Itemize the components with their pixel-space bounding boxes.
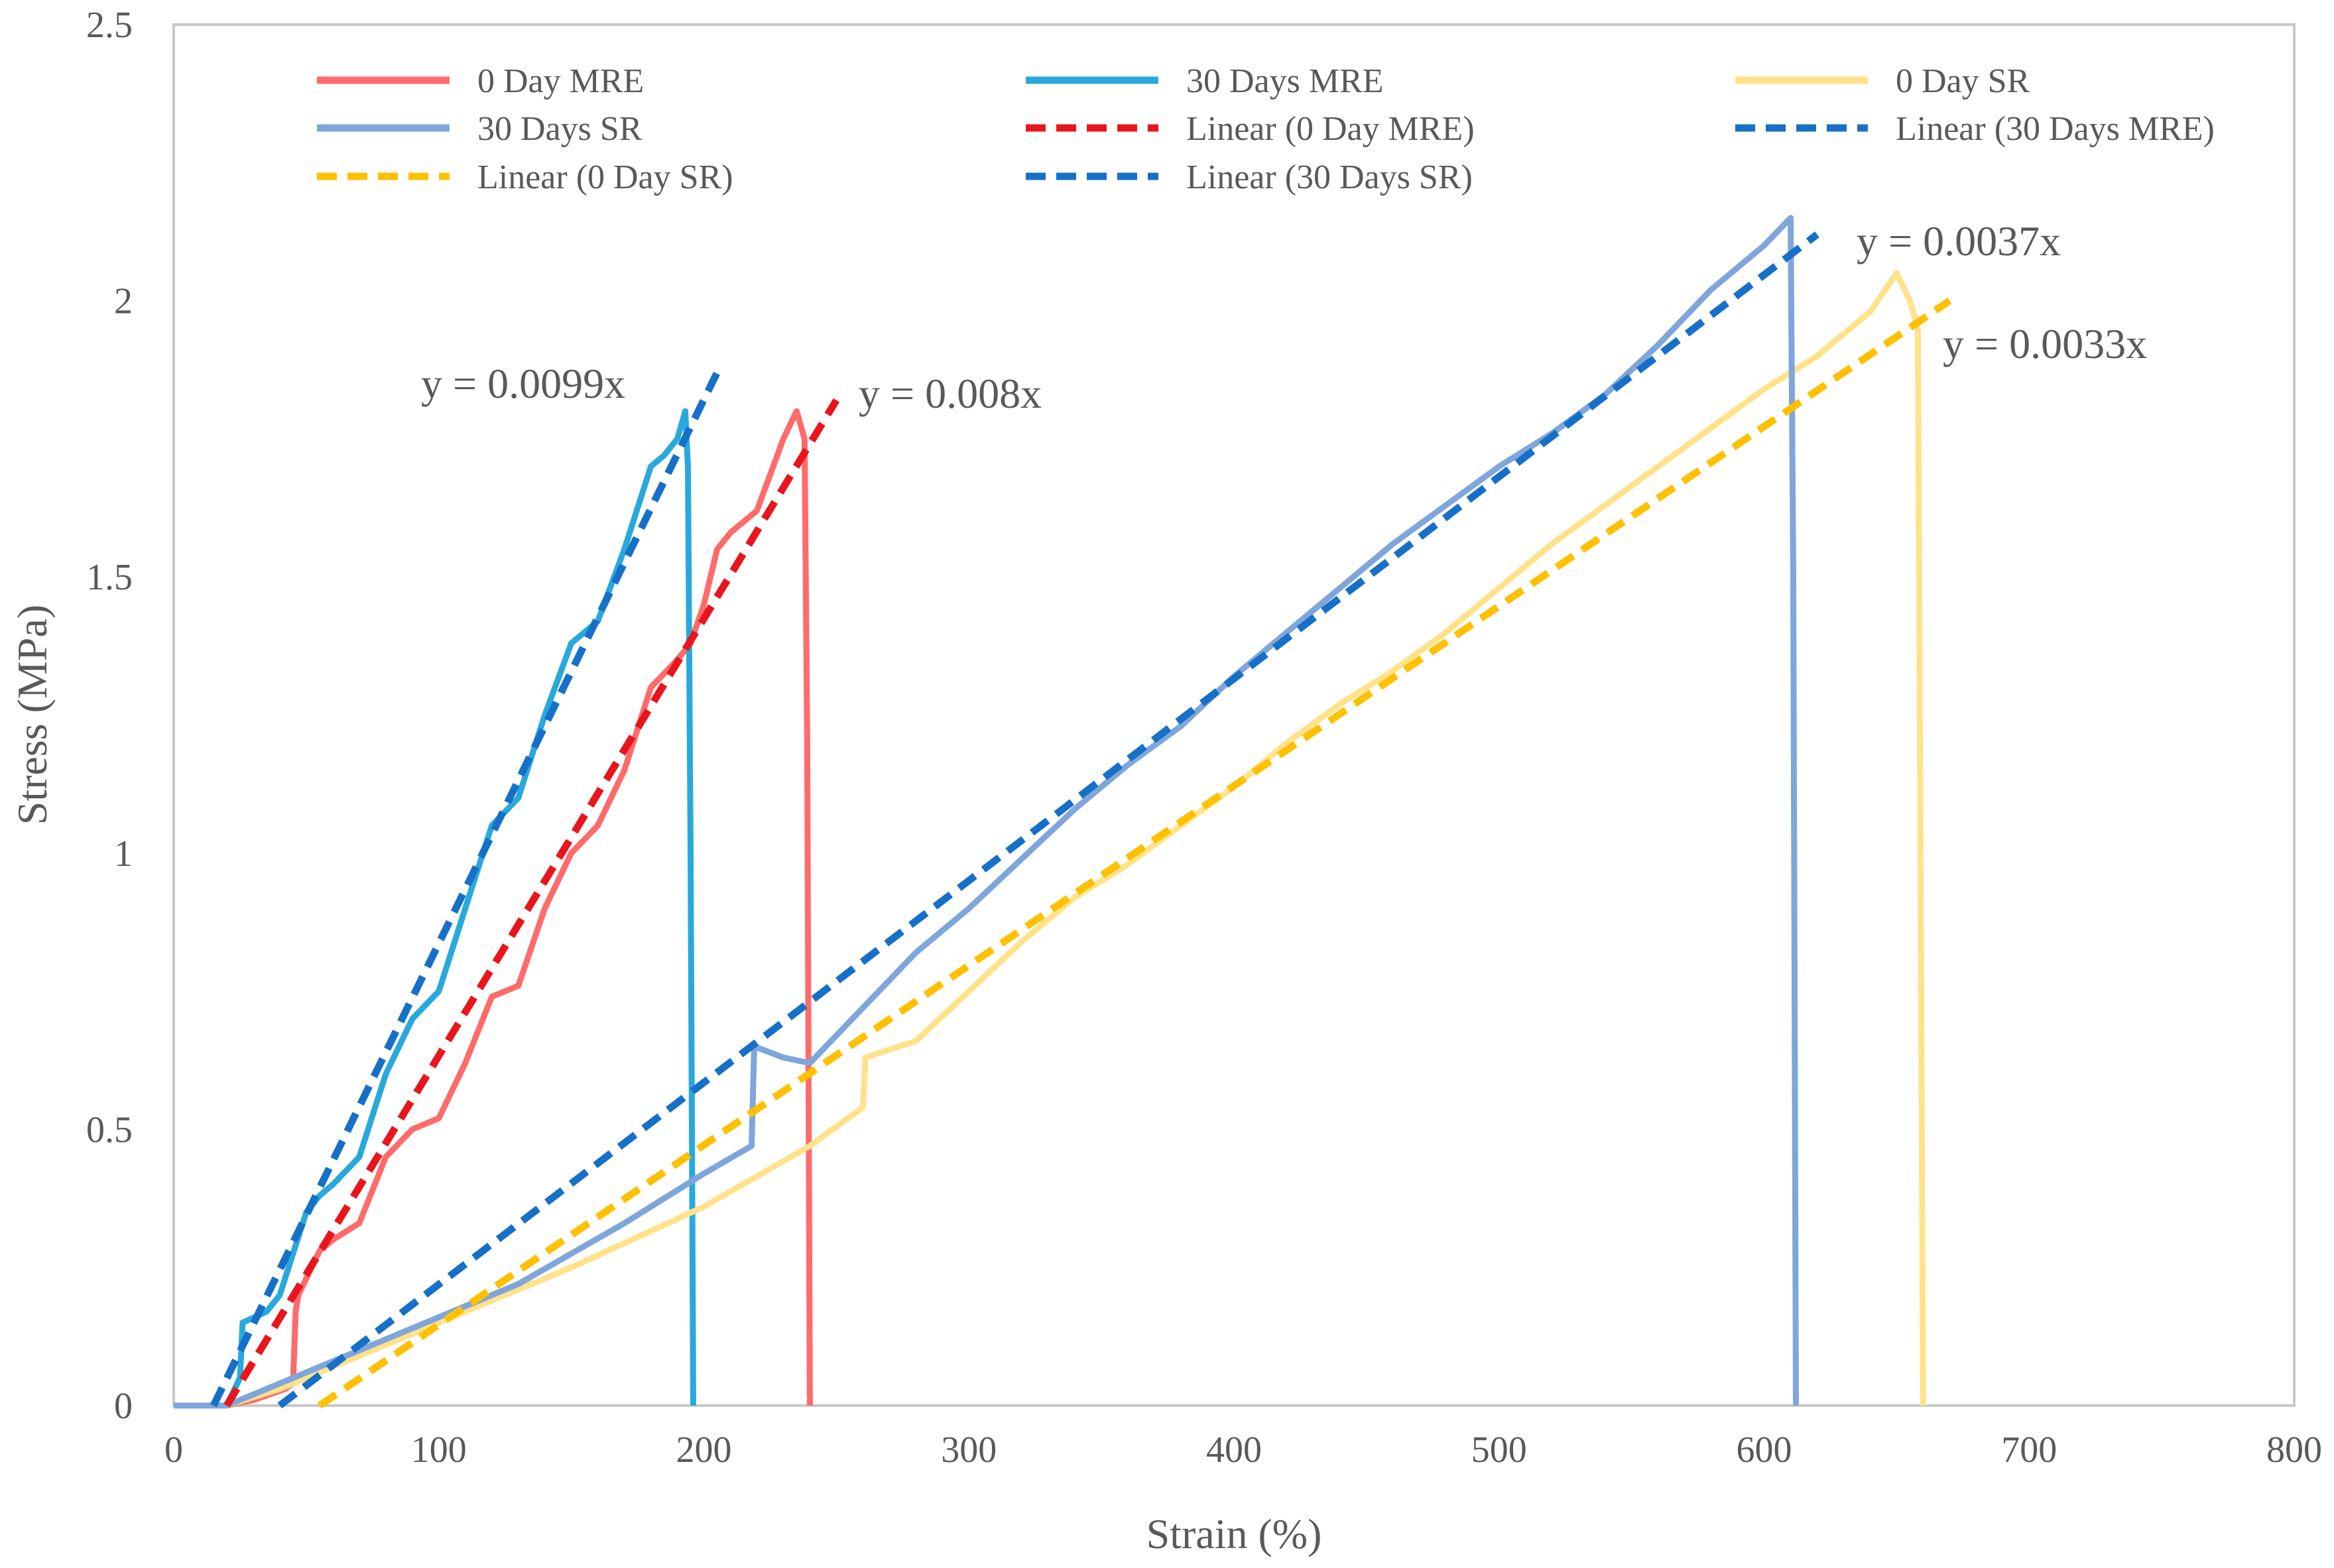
y-tick-label: 1.5: [86, 557, 133, 598]
series-line-0-day-mre: [174, 408, 813, 1409]
legend-label: Linear (30 Days SR): [1186, 158, 1473, 196]
series-line-linear-0-day-mre: [223, 398, 840, 1408]
x-tick-label: 800: [2266, 1429, 2322, 1471]
y-axis-title: Stress (MPa): [9, 605, 56, 825]
legend-label: Linear (0 Day MRE): [1186, 110, 1475, 148]
legend-label: 30 Days SR: [477, 110, 643, 148]
x-tick-label: 500: [1471, 1429, 1527, 1471]
legend-item-30-days-mre: 30 Days MRE: [1026, 62, 1384, 100]
equation-label-0-day-sr: y = 0.0033x: [1943, 320, 2147, 367]
x-tick-label: 400: [1206, 1429, 1262, 1471]
legend: 0 Day MRE 30 Days MRE 0 Day SR 30 Days SR Li…: [317, 62, 2215, 196]
legend-item-0-day-mre: 0 Day MRE: [317, 62, 644, 100]
x-axis-title: Strain (%): [1146, 1510, 1322, 1557]
legend-label: Linear (0 Day SR): [477, 158, 733, 196]
series-line-30-days-mre: [174, 408, 696, 1409]
y-tick-label: 1: [114, 833, 133, 874]
legend-label: 0 Day MRE: [477, 62, 644, 100]
tick-labels: 0 100 200 300 400 500 600 700 800 0 0.5 1 1.5 2 2.5: [86, 5, 2322, 1471]
x-tick-label: 0: [164, 1429, 183, 1471]
legend-item-30-days-sr: 30 Days SR: [317, 110, 643, 148]
equation-label-30-days-mre: y = 0.0099x: [421, 360, 625, 407]
x-tick-label: 300: [941, 1429, 997, 1471]
legend-item-0-day-sr: 0 Day SR: [1735, 62, 2030, 100]
legend-item-linear-30-days-mre: Linear (30 Days MRE): [1735, 110, 2215, 148]
legend-label: Linear (30 Days MRE): [1896, 110, 2215, 148]
x-tick-label: 200: [676, 1429, 732, 1471]
y-tick-label: 2: [114, 281, 133, 322]
legend-item-linear-0-day-sr: Linear (0 Day SR): [317, 158, 733, 196]
equation-label-30-days-sr: y = 0.0037x: [1857, 217, 2061, 265]
legend-label: 30 Days MRE: [1186, 62, 1384, 100]
equation-label-0-day-mre: y = 0.008x: [859, 370, 1042, 417]
legend-item-linear-0-day-mre: Linear (0 Day MRE): [1026, 110, 1475, 148]
legend-item-linear-30-days-sr: Linear (30 Days SR): [1026, 158, 1473, 196]
series-line-linear-0-day-sr: [317, 298, 1952, 1409]
y-tick-label: 0: [114, 1386, 133, 1427]
series-layer: [174, 215, 1952, 1409]
x-tick-label: 600: [1737, 1429, 1792, 1471]
series-line-linear-30-days-sr: [277, 231, 1819, 1409]
plot-area-frame: [172, 23, 2296, 1407]
x-tick-label: 100: [411, 1429, 467, 1471]
series-line-linear-30-days-mre: [210, 371, 721, 1408]
y-tick-label: 0.5: [86, 1109, 133, 1150]
legend-label: 0 Day SR: [1896, 62, 2030, 100]
x-tick-label: 700: [2001, 1429, 2057, 1471]
series-line-30-days-sr: [174, 215, 1799, 1409]
y-tick-label: 2.5: [86, 5, 133, 46]
